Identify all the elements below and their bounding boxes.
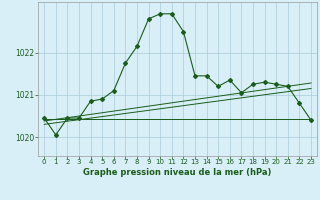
X-axis label: Graphe pression niveau de la mer (hPa): Graphe pression niveau de la mer (hPa) [84, 168, 272, 177]
